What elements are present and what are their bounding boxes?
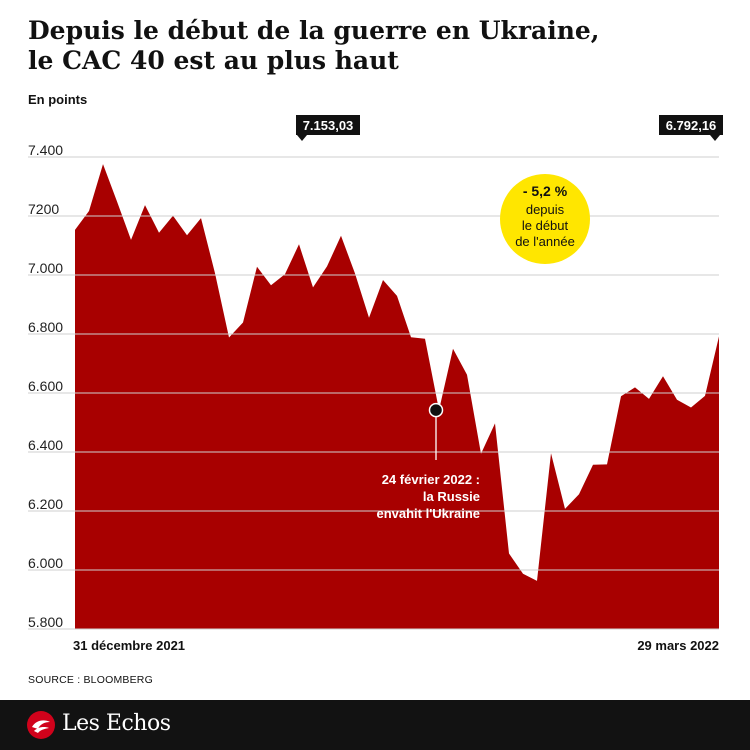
y-tick-label: 7.400 — [28, 142, 63, 158]
y-tick-label: 6.800 — [28, 319, 63, 335]
badge-line-4: de l'année — [515, 234, 575, 249]
badge-line-2: depuis — [526, 202, 565, 217]
callout-label: 7.153,03 — [303, 118, 354, 133]
callout-box — [659, 115, 723, 135]
y-tick-label: 6.000 — [28, 555, 63, 571]
chart-title: Depuis le début de la guerre en Ukraine,… — [28, 16, 728, 76]
y-tick-label: 6.200 — [28, 496, 63, 512]
change-badge — [500, 174, 590, 264]
source-note: SOURCE : BLOOMBERG — [28, 674, 153, 686]
event-label-line-3: envahit l'Ukraine — [376, 506, 480, 521]
event-marker-dot — [428, 402, 444, 418]
x-start-label: 31 décembre 2021 — [73, 638, 185, 653]
event-label-line-1: 24 février 2022 : — [382, 472, 480, 487]
y-tick-label: 6.400 — [28, 437, 63, 453]
callout-label: 6.792,16 — [666, 118, 717, 133]
y-tick-label: 6.600 — [28, 378, 63, 394]
title-line-2: le CAC 40 est au plus haut — [28, 46, 399, 75]
callout-pointer — [297, 135, 307, 141]
cac40-area-chart: 7.400 7200 7.000 6.800 6.600 6.400 6.200 6.000 5… — [28, 115, 723, 653]
event-label-line-2: la Russie — [423, 489, 480, 504]
y-tick-label: 5.800 — [28, 614, 63, 630]
y-tick-label: 7.000 — [28, 260, 63, 276]
footer-bar: Les Echos — [0, 700, 750, 750]
callout-box — [296, 115, 360, 135]
unit-label: En points — [28, 92, 88, 107]
callout-pointer — [710, 135, 720, 141]
title-line-1: Depuis le début de la guerre en Ukraine, — [28, 16, 600, 45]
badge-line-1: - 5,2 % — [523, 183, 568, 199]
cac40-area — [75, 164, 719, 629]
y-tick-label: 7200 — [28, 201, 59, 217]
brand-name: Les Echos — [62, 711, 171, 736]
les-echos-logo-icon — [27, 711, 55, 739]
badge-line-3: le début — [522, 218, 569, 233]
x-end-label: 29 mars 2022 — [637, 638, 719, 653]
